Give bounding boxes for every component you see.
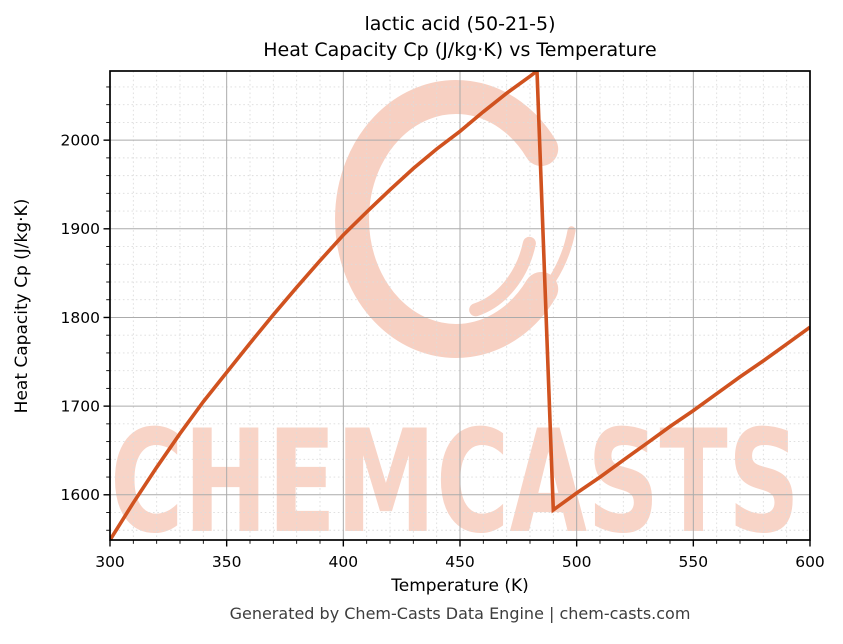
y-tick-label: 1900 bbox=[61, 220, 100, 238]
x-tick-label: 500 bbox=[562, 553, 592, 571]
watermark-ring-logo bbox=[335, 80, 559, 358]
x-tick-label: 600 bbox=[795, 553, 825, 571]
y-axis-label: Heat Capacity Cp (J/kg·K) bbox=[12, 198, 32, 414]
x-tick-label: 450 bbox=[445, 553, 475, 571]
chart-title-line2: Heat Capacity Cp (J/kg·K) vs Temperature bbox=[263, 39, 657, 61]
x-tick-label: 550 bbox=[679, 553, 709, 571]
x-axis-label: Temperature (K) bbox=[391, 576, 529, 596]
watermark-ring-inner-swoosh bbox=[469, 236, 536, 317]
chart-title-line1: lactic acid (50-21-5) bbox=[364, 13, 556, 35]
data-line-cp bbox=[110, 71, 810, 540]
footer-attribution: Generated by Chem-Casts Data Engine | ch… bbox=[229, 604, 691, 623]
x-tick-label: 300 bbox=[95, 553, 125, 571]
y-tick-label: 1700 bbox=[61, 397, 100, 415]
x-tick-label: 400 bbox=[329, 553, 359, 571]
y-tick-label: 1600 bbox=[61, 486, 100, 504]
x-tick-label: 350 bbox=[212, 553, 242, 571]
watermark-group: CHEMCASTS bbox=[110, 80, 800, 565]
y-tick-label: 1800 bbox=[61, 309, 100, 327]
watermark-text: CHEMCASTS bbox=[110, 400, 800, 565]
chart-title: lactic acid (50-21-5) Heat Capacity Cp (… bbox=[110, 11, 810, 63]
y-tick-label: 2000 bbox=[61, 131, 100, 149]
